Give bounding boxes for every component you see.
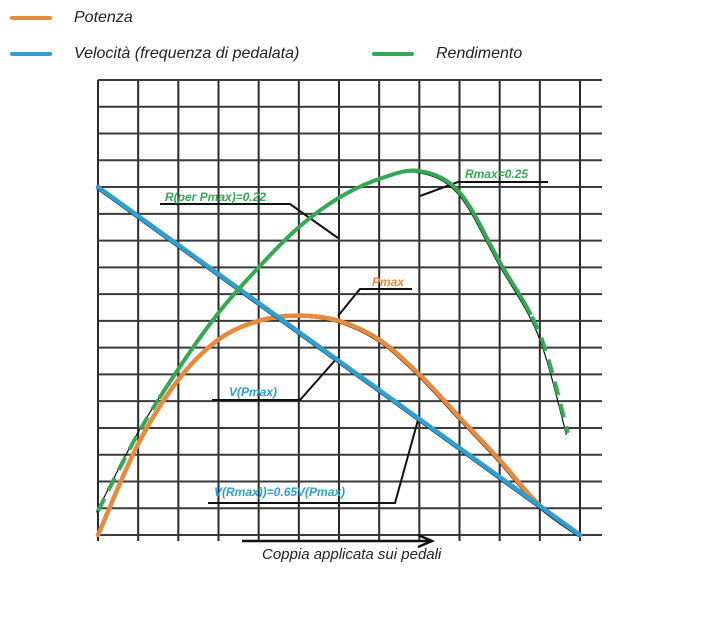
legend-label-potenza: Potenza	[74, 9, 133, 26]
annotation-v-pmax: V(Pmax)	[229, 385, 277, 399]
series-potenza	[95, 313, 583, 538]
x-axis-label: Coppia applicata sui pedali	[262, 546, 442, 563]
annotation-r-per-pmax: R(per Pmax)=0.22	[165, 190, 266, 204]
legend-swatch-potenza	[10, 16, 52, 20]
annotation-rmax: Rmax=0.25	[465, 167, 528, 181]
series-velocita	[95, 184, 583, 538]
series-rendimento	[157, 168, 533, 400]
legend-label-rendimento: Rendimento	[436, 45, 523, 62]
series-rendimento-dashed-start	[96, 399, 160, 512]
legend-rendimento: Rendimento	[372, 45, 522, 63]
chart-series	[95, 168, 583, 538]
annotation-v-rmax: V(Rmax))=0.65V(Pmax)	[214, 485, 345, 499]
x-axis-arrow-icon	[242, 533, 436, 549]
annotation-labels: R(per Pmax)=0.22 Rmax=0.25 Pmax V(Pmax) …	[165, 167, 528, 499]
annotation-pmax: Pmax	[372, 275, 405, 289]
series-rendimento-shadow	[95, 171, 568, 513]
legend-potenza: Potenza	[10, 9, 133, 27]
legend-label-velocita: Velocità (frequenza di pedalata)	[74, 45, 300, 62]
legend-swatch-velocita	[10, 52, 52, 56]
legend-swatch-rendimento	[372, 52, 414, 56]
legend-velocita: Velocità (frequenza di pedalata)	[10, 45, 299, 63]
annotation-leaders	[160, 181, 548, 504]
series-rendimento-dashed-end	[530, 315, 570, 434]
